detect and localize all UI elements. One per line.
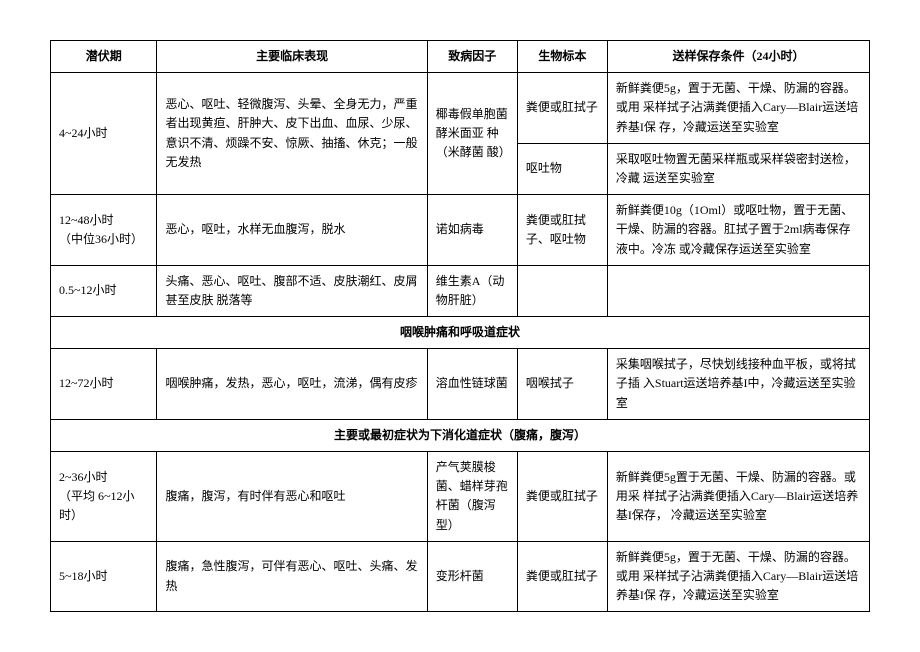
data-table: 潜伏期 主要临床表现 致病因子 生物标本 送样保存条件（24小时） 4~24小时… — [50, 40, 870, 612]
cell-agent: 诺如病毒 — [427, 195, 517, 266]
cell-agent: 变形杆菌 — [427, 541, 517, 612]
cell-period: 4~24小时 — [51, 73, 157, 195]
cell-specimen — [517, 265, 607, 316]
cell-agent: 产气荚膜梭菌、蜡样芽孢杆菌（腹泻型） — [427, 452, 517, 542]
table-row: 12~72小时 咽喉肿痛，发热，恶心，呕吐，流涕，偶有皮疹 溶血性链球菌 咽喉拭… — [51, 349, 870, 420]
cell-symptoms: 恶心、呕吐、轻微腹泻、头晕、全身无力，严重者出现黄疸、肝肿大、皮下出血、血尿、少… — [157, 73, 427, 195]
cell-storage: 采集咽喉拭子，尽快划线接种血平板，或将拭子插 入Stuart运送培养基I中，冷藏… — [607, 349, 869, 420]
cell-symptoms: 咽喉肿痛，发热，恶心，呕吐，流涕，偶有皮疹 — [157, 349, 427, 420]
table-row: 5~18小时 腹痛，急性腹泻，可伴有恶心、呕吐、头痛、发热 变形杆菌 粪便或肛拭… — [51, 541, 870, 612]
cell-storage — [607, 265, 869, 316]
cell-storage: 新鲜粪便10g（1Oml）或呕吐物，置于无菌、干燥、防漏的容器。肛拭子置于2ml… — [607, 195, 869, 266]
cell-specimen: 粪便或肛拭子 — [517, 541, 607, 612]
cell-specimen: 粪便或肛拭子 — [517, 452, 607, 542]
cell-period: 12~72小时 — [51, 349, 157, 420]
cell-symptoms: 头痛、恶心、呕吐、腹部不适、皮肤潮红、皮屑甚至皮肤 脱落等 — [157, 265, 427, 316]
table-row: 2~36小时 （平均 6~12小时） 腹痛，腹泻，有时伴有恶心和呕吐 产气荚膜梭… — [51, 452, 870, 542]
cell-symptoms: 恶心，呕吐，水样无血腹泻，脱水 — [157, 195, 427, 266]
cell-specimen: 呕吐物 — [517, 143, 607, 194]
table-row: 12~48小时 （中位36小时） 恶心，呕吐，水样无血腹泻，脱水 诺如病毒 粪便… — [51, 195, 870, 266]
header-symptoms: 主要临床表现 — [157, 41, 427, 73]
header-row: 潜伏期 主要临床表现 致病因子 生物标本 送样保存条件（24小时） — [51, 41, 870, 73]
cell-agent: 维生素A（动物肝脏） — [427, 265, 517, 316]
cell-specimen: 粪便或肛拭子 — [517, 73, 607, 144]
cell-storage: 新鲜粪便5g，置于无菌、干燥、防漏的容器。或用 采样拭子沾满粪便插入Cary—B… — [607, 73, 869, 144]
cell-storage: 新鲜粪便5g置于无菌、干燥、防漏的容器。或用采 样拭子沾满粪便插入Cary—Bl… — [607, 452, 869, 542]
header-agent: 致病因子 — [427, 41, 517, 73]
cell-agent: 椰毒假单胞菌酵米面亚 种（米酵菌 酸） — [427, 73, 517, 195]
cell-agent: 溶血性链球菌 — [427, 349, 517, 420]
section-row: 咽喉肿痛和呼吸道症状 — [51, 317, 870, 349]
cell-period: 0.5~12小时 — [51, 265, 157, 316]
cell-period: 2~36小时 （平均 6~12小时） — [51, 452, 157, 542]
cell-symptoms: 腹痛，急性腹泻，可伴有恶心、呕吐、头痛、发热 — [157, 541, 427, 612]
cell-storage: 采取呕吐物置无菌采样瓶或采样袋密封送检，冷藏 运送至实验室 — [607, 143, 869, 194]
cell-specimen: 粪便或肛拭子、呕吐物 — [517, 195, 607, 266]
header-period: 潜伏期 — [51, 41, 157, 73]
cell-period: 5~18小时 — [51, 541, 157, 612]
section-header: 咽喉肿痛和呼吸道症状 — [51, 317, 870, 349]
section-row: 主要或最初症状为下消化道症状（腹痛，腹泻） — [51, 419, 870, 451]
header-specimen: 生物标本 — [517, 41, 607, 73]
table-row: 0.5~12小时 头痛、恶心、呕吐、腹部不适、皮肤潮红、皮屑甚至皮肤 脱落等 维… — [51, 265, 870, 316]
table-row: 4~24小时 恶心、呕吐、轻微腹泻、头晕、全身无力，严重者出现黄疸、肝肿大、皮下… — [51, 73, 870, 144]
cell-period: 12~48小时 （中位36小时） — [51, 195, 157, 266]
header-storage: 送样保存条件（24小时） — [607, 41, 869, 73]
section-header: 主要或最初症状为下消化道症状（腹痛，腹泻） — [51, 419, 870, 451]
cell-specimen: 咽喉拭子 — [517, 349, 607, 420]
cell-symptoms: 腹痛，腹泻，有时伴有恶心和呕吐 — [157, 452, 427, 542]
cell-storage: 新鲜粪便5g，置于无菌、干燥、防漏的容器。或用 采样拭子沾满粪便插入Cary—B… — [607, 541, 869, 612]
